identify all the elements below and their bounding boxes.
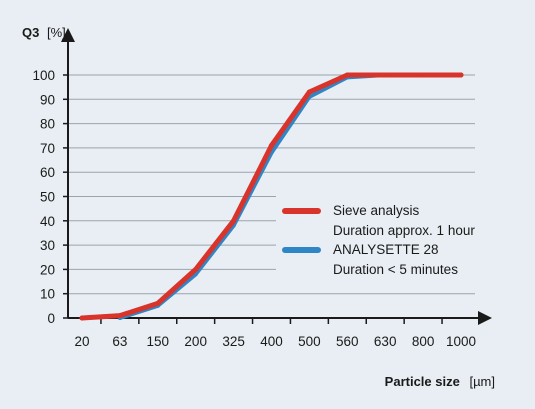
series-point-sieve-analysis-560 — [344, 72, 350, 78]
axes — [61, 28, 492, 325]
y-tick-label-30: 30 — [40, 238, 55, 253]
y-tick-label-40: 40 — [40, 214, 55, 229]
series-point-sieve-analysis-400 — [269, 142, 274, 148]
series-point-sieve-analysis-20 — [79, 315, 85, 321]
legend-label-analysette: ANALYSETTE 28 — [333, 242, 439, 257]
x-axis-title: Particle size [µm] — [385, 374, 495, 389]
series-point-sieve-analysis-630 — [382, 72, 388, 78]
y-axis-arrow-icon — [61, 28, 75, 42]
y-tick-label-100: 100 — [32, 68, 55, 83]
x-tick-label-20: 20 — [74, 334, 89, 349]
x-tick-label-63: 63 — [112, 334, 127, 349]
series-point-sieve-analysis-200 — [193, 266, 199, 272]
series — [79, 72, 464, 321]
x-tick-label-800: 800 — [412, 334, 435, 349]
x-tick-label-200: 200 — [184, 334, 207, 349]
x-tick-label-500: 500 — [298, 334, 321, 349]
y-tick-label-70: 70 — [40, 141, 55, 156]
x-tick-label-400: 400 — [260, 334, 283, 349]
y-tick-label-50: 50 — [40, 190, 55, 205]
x-axis-arrow-icon — [478, 311, 492, 325]
y-axis-title-unit: [%] — [47, 25, 66, 40]
y-tick-label-90: 90 — [40, 92, 55, 107]
series-point-sieve-analysis-150 — [155, 300, 161, 306]
legend-desc-analysette: Duration < 5 minutes — [333, 262, 458, 277]
y-tick-label-80: 80 — [40, 117, 55, 132]
x-axis-title-name: Particle size — [385, 374, 460, 389]
series-point-sieve-analysis-325 — [231, 218, 237, 224]
y-tick-label-60: 60 — [40, 165, 55, 180]
x-tick-label-150: 150 — [147, 334, 170, 349]
y-tick-label-20: 20 — [40, 262, 55, 277]
series-point-sieve-analysis-800 — [420, 72, 426, 78]
series-point-sieve-analysis-500 — [306, 89, 312, 95]
legend-desc-sieve: Duration approx. 1 hour — [333, 223, 475, 238]
y-tick-label-0: 0 — [47, 311, 55, 326]
x-tick-label-560: 560 — [336, 334, 359, 349]
y-axis-title-name: Q3 — [22, 25, 39, 40]
series-point-sieve-analysis-63 — [117, 313, 123, 319]
legend-label-sieve: Sieve analysis — [333, 203, 420, 218]
x-tick-label-325: 325 — [222, 334, 245, 349]
ticks: 0 10 20 30 40 50 60 70 80 90 100 20 63 150 200 325 400 50… — [32, 68, 476, 349]
x-axis-title-unit: [µm] — [469, 374, 495, 389]
y-tick-label-10: 10 — [40, 287, 55, 302]
y-axis-title: Q3 [%] — [22, 25, 66, 40]
x-tick-label-630: 630 — [374, 334, 397, 349]
x-tick-label-1000: 1000 — [446, 334, 476, 349]
series-point-sieve-analysis-1000 — [458, 72, 464, 78]
legend: Sieve analysis Duration approx. 1 hour A… — [276, 196, 508, 280]
